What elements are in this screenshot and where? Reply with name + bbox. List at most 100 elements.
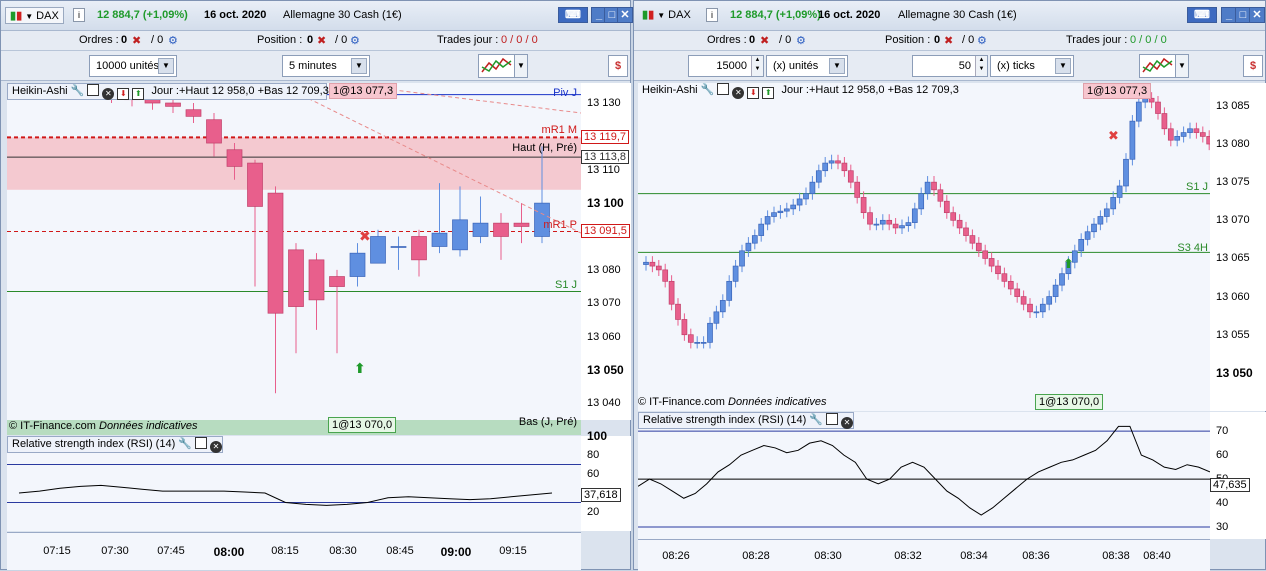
sell-signal-marker: ✖ [359, 229, 371, 245]
position-price-tag[interactable]: 1@13 070,0 [1035, 394, 1104, 410]
quote-date: 16 oct. 2020 [204, 9, 267, 21]
chart-type-dropdown[interactable]: ▼ [514, 54, 528, 78]
left-price-plot[interactable]: ✖ ⬆ Piv J mR1 M Haut (H, Pré) mR1 P S1 J [7, 83, 581, 420]
time-axis-label: 08:26 [662, 550, 690, 562]
close-button[interactable]: ✕ [1249, 7, 1265, 23]
position-settings-icon[interactable]: ⚙ [350, 35, 360, 47]
candle-body [1084, 231, 1091, 240]
order-price-tag[interactable]: 1@13 077,3 [1083, 83, 1152, 99]
trade-panel-icon[interactable]: $ [608, 55, 628, 77]
keyboard-icon[interactable]: ⌨ [1187, 7, 1217, 23]
candle-body [431, 232, 448, 247]
right-rsi-plot[interactable] [638, 412, 1210, 539]
time-axis-label: 08:30 [329, 545, 357, 557]
units-spinner-value: 15000 [716, 60, 747, 72]
candle-body [1135, 101, 1142, 122]
candle-body [732, 265, 739, 282]
left-time-axis[interactable]: 07:15 07:30 07:45 08:00 08:15 08:30 08:45 09:00… [7, 532, 581, 570]
time-axis-label: 08:34 [960, 550, 988, 562]
chart-type-button[interactable] [1139, 54, 1177, 78]
window-icon[interactable] [717, 83, 730, 95]
window-icon[interactable] [87, 84, 100, 96]
time-axis-label: 09:15 [499, 545, 527, 557]
price-axis-label: 13 070 [1216, 214, 1250, 227]
info-icon[interactable]: i [73, 8, 85, 22]
candle-body [655, 265, 662, 271]
candle-body [452, 219, 468, 251]
ticks-spinner[interactable]: 50 ▲ ▼ [912, 55, 988, 77]
orders-cancel-icon[interactable]: ✖ [132, 35, 142, 47]
controls-bar: 15000 ▲ ▼ (x) unités ▼ 50 ▲ ▼ (x) ticks ▼ … [634, 51, 1265, 81]
position-close-icon[interactable]: ✖ [317, 35, 327, 47]
wrench-icon[interactable]: 🔧 [178, 438, 192, 450]
chart-type-dropdown[interactable]: ▼ [1175, 54, 1189, 78]
price-axis-label: 13 080 [587, 263, 621, 276]
spinner-arrows-icon[interactable]: ▲ ▼ [975, 56, 987, 76]
candle-body [911, 208, 918, 223]
maximize-button[interactable]: □ [604, 7, 620, 23]
arrow-up-icon[interactable]: ⬆ [762, 87, 775, 99]
candle-body [783, 208, 790, 212]
position-price-tag[interactable]: 1@13 070,0 [328, 417, 397, 433]
trades-value: 0 / 0 / 0 [501, 34, 538, 46]
ticks-type-select[interactable]: (x) ticks ▼ [990, 55, 1074, 77]
instrument-selector[interactable]: ▮▮ ▼ DAX [638, 7, 695, 22]
trade-panel-icon[interactable]: $ [1243, 55, 1263, 77]
spinner-arrows-icon[interactable]: ▲ ▼ [751, 56, 763, 76]
chart-header[interactable]: Heikin-Ashi 🔧 ✕ ⬇ ⬆ Jour :+Haut 12 958,0 +B… [638, 83, 968, 100]
period-select[interactable]: 5 minutes ▼ [282, 55, 370, 77]
instrument-selector[interactable]: ▮▮ ▼ DAX [5, 7, 64, 24]
units-type-value: (x) unités [773, 60, 819, 72]
candle-body [943, 200, 950, 214]
price-tag-mr1p: 13 091,5 [581, 224, 630, 239]
chart-header[interactable]: Heikin-Ashi 🔧 ✕ ⬇ ⬆ Jour :+Haut 12 958,0 +B… [7, 83, 329, 100]
rsi-header[interactable]: Relative strength index (RSI) (14) 🔧 ✕ [638, 412, 854, 429]
data-note: Données indicatives [728, 396, 827, 408]
wrench-icon[interactable]: 🔧 [70, 85, 85, 97]
orders-settings-icon[interactable]: ⚙ [796, 35, 806, 47]
chart-type-button[interactable] [478, 54, 516, 78]
orders-cancel-icon[interactable]: ✖ [760, 35, 770, 47]
candle-body [879, 219, 886, 225]
close-circle-icon[interactable]: ✕ [732, 87, 745, 99]
price-axis-label: 13 065 [1216, 252, 1250, 265]
candle-body [764, 216, 771, 225]
level-label-mr1: mR1 M [541, 124, 577, 136]
candle-body [867, 212, 873, 225]
arrow-down-icon[interactable]: ⬇ [117, 88, 130, 100]
candle-body [790, 204, 797, 210]
position-settings-icon[interactable]: ⚙ [977, 35, 987, 47]
orders-settings-icon[interactable]: ⚙ [168, 35, 178, 47]
order-price-tag[interactable]: 1@13 077,3 [329, 83, 398, 99]
arrow-up-icon[interactable]: ⬆ [132, 88, 145, 100]
left-price-axis[interactable]: 13 130 13 110 13 100 13 080 13 070 13 060 13 0… [581, 83, 631, 420]
rsi-header[interactable]: Relative strength index (RSI) (14) 🔧 ✕ [7, 436, 223, 453]
right-time-axis[interactable]: 08:26 08:28 08:30 08:32 08:34 08:36 08:38 08:40 [638, 539, 1210, 571]
close-circle-icon[interactable]: ✕ [102, 88, 115, 100]
keyboard-icon[interactable]: ⌨ [558, 7, 588, 23]
candle-body [777, 210, 784, 214]
candle-body [247, 162, 263, 207]
candle-body [854, 181, 861, 198]
wrench-icon[interactable]: 🔧 [700, 84, 715, 96]
candle-body [969, 235, 976, 244]
resistance-zone [7, 137, 581, 190]
candle-icon: ▮ [10, 10, 17, 22]
window-icon[interactable] [195, 437, 207, 449]
right-price-plot[interactable]: ✖ ⬆ S1 J S3 4H [638, 83, 1210, 411]
position-close-icon[interactable]: ✖ [944, 35, 954, 47]
units-type-select[interactable]: (x) unités ▼ [766, 55, 848, 77]
info-icon[interactable]: i [706, 8, 718, 22]
close-circle-icon[interactable]: ✕ [841, 417, 853, 429]
orders-value: 0 [121, 34, 128, 46]
arrow-down-icon[interactable]: ⬇ [747, 87, 760, 99]
close-button[interactable]: ✕ [617, 7, 633, 23]
units-select[interactable]: 10000 unités ▼ [89, 55, 177, 77]
window-icon[interactable] [826, 413, 838, 425]
dropdown-arrow-icon: ▼ [25, 12, 34, 21]
right-price-axis[interactable]: 13 085 13 080 13 075 13 070 13 065 13 060 13 0… [1210, 83, 1266, 411]
units-spinner[interactable]: 15000 ▲ ▼ [688, 55, 764, 77]
close-circle-icon[interactable]: ✕ [210, 441, 222, 453]
price-tag-haut: 13 113,8 [581, 150, 630, 165]
wrench-icon[interactable]: 🔧 [809, 414, 823, 426]
